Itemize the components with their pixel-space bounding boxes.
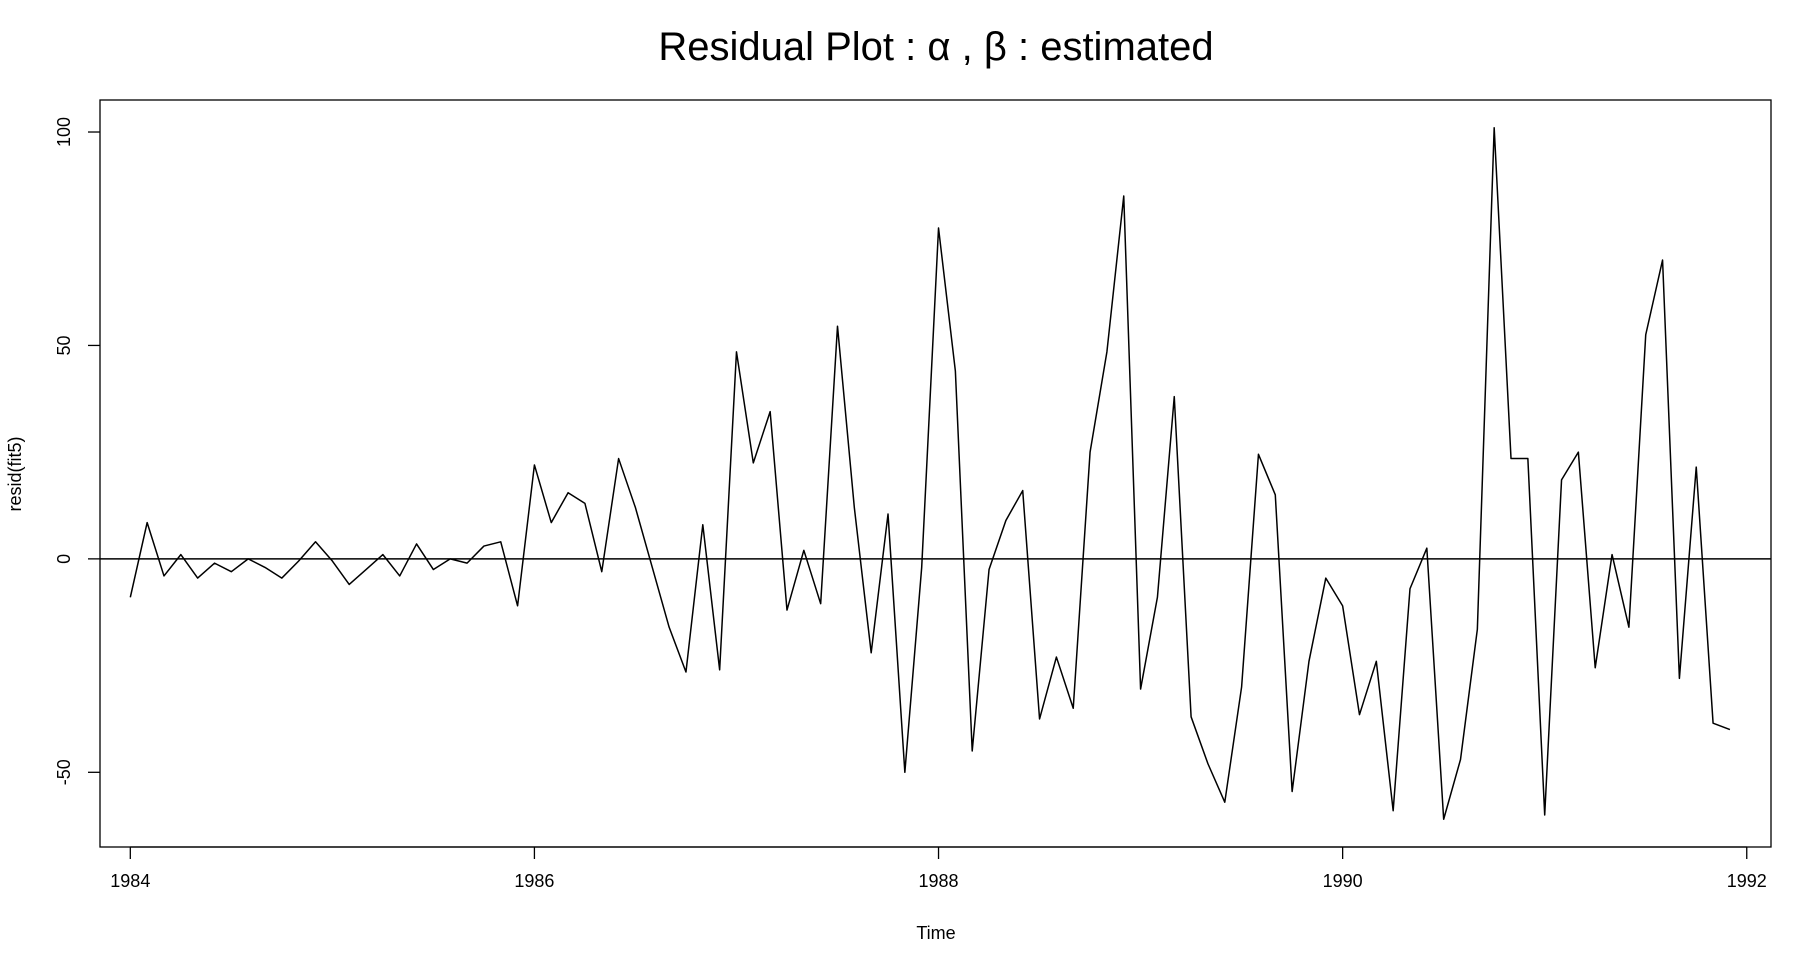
y-axis-label: resid(fit5) bbox=[5, 436, 25, 511]
y-tick-label--50: -50 bbox=[54, 759, 74, 785]
x-tick-label-1986: 1986 bbox=[514, 871, 554, 891]
chart-title: Residual Plot : α , β : estimated bbox=[658, 25, 1213, 69]
y-tick-label-50: 50 bbox=[54, 335, 74, 355]
plot-frame bbox=[99, 99, 1772, 848]
y-tick-label-0: 0 bbox=[54, 554, 74, 564]
x-tick-label-1984: 1984 bbox=[110, 871, 150, 891]
plot-area bbox=[99, 99, 1772, 848]
x-tick-label-1990: 1990 bbox=[1323, 871, 1363, 891]
x-tick-label-1992: 1992 bbox=[1727, 871, 1767, 891]
y-axis: -50 0 50 100 bbox=[54, 117, 100, 785]
x-tick-label-1988: 1988 bbox=[919, 871, 959, 891]
x-axis-label: Time bbox=[916, 923, 955, 943]
y-tick-label-100: 100 bbox=[54, 117, 74, 147]
x-axis: 1984 1986 1988 1990 1992 bbox=[110, 846, 1767, 891]
residual-series-line bbox=[129, 127, 1731, 820]
